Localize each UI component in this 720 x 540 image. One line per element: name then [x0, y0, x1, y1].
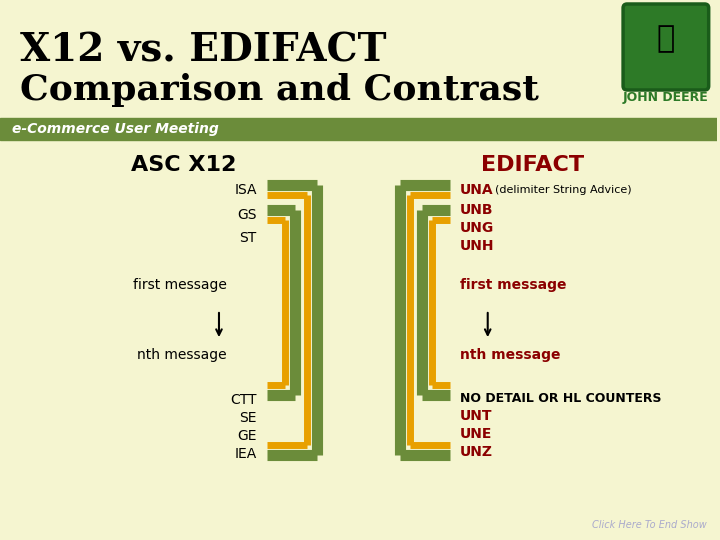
- Text: UNT: UNT: [460, 409, 492, 423]
- Text: 🦌: 🦌: [657, 24, 675, 53]
- Text: JOHN DEERE: JOHN DEERE: [623, 91, 708, 105]
- Text: ISA: ISA: [234, 183, 257, 197]
- Text: IEA: IEA: [235, 447, 257, 461]
- Text: ST: ST: [240, 231, 257, 245]
- Text: GE: GE: [238, 429, 257, 443]
- Text: X12 vs. EDIFACT: X12 vs. EDIFACT: [20, 31, 387, 69]
- Text: GS: GS: [238, 208, 257, 222]
- Text: nth message: nth message: [138, 348, 227, 362]
- Text: (delimiter String Advice): (delimiter String Advice): [495, 185, 631, 195]
- Text: UNA: UNA: [460, 183, 493, 197]
- Text: ASC X12: ASC X12: [132, 155, 237, 175]
- Text: UNE: UNE: [460, 427, 492, 441]
- Text: Comparison and Contrast: Comparison and Contrast: [20, 73, 539, 107]
- Text: EDIFACT: EDIFACT: [481, 155, 584, 175]
- Text: nth message: nth message: [460, 348, 560, 362]
- Text: e-Commerce User Meeting: e-Commerce User Meeting: [12, 122, 219, 136]
- Text: UNG: UNG: [460, 221, 494, 235]
- FancyBboxPatch shape: [623, 4, 708, 90]
- Text: first message: first message: [133, 278, 227, 292]
- Text: UNH: UNH: [460, 239, 495, 253]
- Bar: [0, 118, 716, 140]
- Text: CTT: CTT: [230, 393, 257, 407]
- Text: UNZ: UNZ: [460, 445, 493, 459]
- Text: first message: first message: [460, 278, 567, 292]
- Text: UNB: UNB: [460, 203, 493, 217]
- Text: Click Here To End Show: Click Here To End Show: [592, 520, 707, 530]
- Text: SE: SE: [239, 411, 257, 425]
- Text: NO DETAIL OR HL COUNTERS: NO DETAIL OR HL COUNTERS: [460, 392, 662, 404]
